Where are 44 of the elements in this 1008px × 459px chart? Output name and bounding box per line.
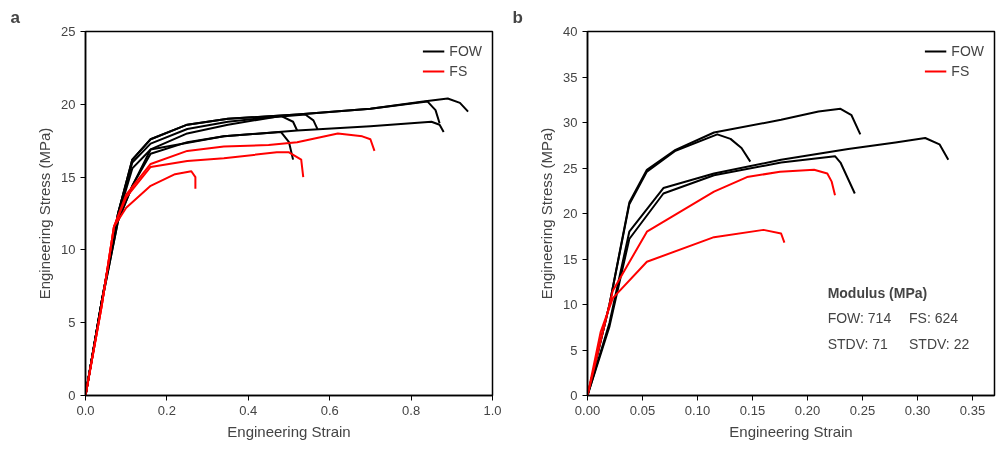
- y-tick-label: 25: [61, 24, 76, 39]
- legend-label: FOW: [449, 43, 482, 59]
- x-tick-label: 0.05: [629, 402, 656, 418]
- x-axis-title: Engineering Strain: [729, 422, 853, 440]
- x-tick-label: 0.25: [849, 402, 876, 418]
- y-tick-label: 5: [570, 342, 578, 358]
- annotation: FOW: 714: [827, 310, 892, 327]
- legend-label: FS: [951, 63, 971, 79]
- y-axis-title: Engineering Stress (MPa): [538, 127, 556, 300]
- y-tick-label: 20: [61, 96, 76, 112]
- annotation: STDV: 71: [827, 335, 889, 352]
- x-tick-label: 0.6: [320, 402, 339, 418]
- y-tick-label: 10: [563, 297, 578, 312]
- x-tick-label: 0.2: [157, 402, 176, 418]
- chart-title: b: [512, 7, 523, 27]
- y-tick-label: 40: [563, 24, 578, 39]
- y-tick-label: 25: [563, 160, 578, 176]
- x-tick-label: 0.00: [574, 402, 601, 418]
- annotation: FS: 624: [909, 310, 959, 327]
- y-tick-label: 30: [563, 115, 578, 130]
- y-tick-label: 0: [570, 388, 578, 403]
- annotation: STDV: 22: [909, 335, 970, 352]
- y-tick-label: 5: [68, 315, 76, 331]
- y-tick-label: 10: [61, 242, 76, 258]
- legend-label: FOW: [951, 43, 984, 59]
- x-tick-label: 0.0: [76, 402, 95, 418]
- x-tick-label: 0.8: [402, 402, 421, 418]
- y-tick-label: 20: [563, 206, 578, 221]
- x-axis-title: Engineering Strain: [227, 422, 351, 440]
- y-tick-label: 15: [61, 169, 76, 185]
- legend-label: FS: [449, 63, 469, 79]
- chart-title: a: [10, 7, 21, 27]
- x-tick-label: 0.30: [904, 402, 931, 418]
- x-tick-label: 0.10: [684, 402, 711, 418]
- x-tick-label: 1.0: [483, 402, 502, 418]
- x-tick-label: 0.35: [959, 402, 986, 418]
- y-axis-title: Engineering Stress (MPa): [36, 127, 54, 300]
- annotation: Modulus (MPa): [827, 284, 928, 301]
- x-tick-label: 0.4: [239, 402, 258, 418]
- y-tick-label: 0: [68, 388, 76, 403]
- y-tick-label: 35: [563, 69, 578, 85]
- y-tick-label: 15: [563, 251, 578, 267]
- x-tick-label: 0.15: [739, 402, 766, 418]
- x-tick-label: 0.20: [794, 402, 821, 418]
